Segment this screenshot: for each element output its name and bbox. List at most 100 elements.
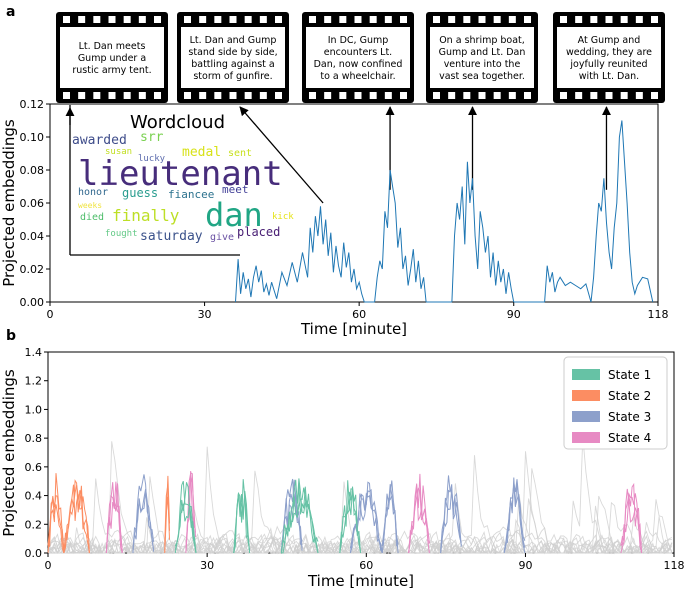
sprocket-hole bbox=[309, 16, 316, 23]
sprocket-hole bbox=[478, 92, 486, 99]
panel-b-y-axis-label: Projected embeddings bbox=[0, 369, 18, 537]
filmstrip-caption-line: storm of gunfire. bbox=[193, 71, 272, 82]
state-2-trace bbox=[164, 484, 170, 546]
sprocket-hole bbox=[560, 16, 567, 23]
legend-label: State 2 bbox=[608, 389, 651, 403]
sprocket-hole bbox=[620, 92, 628, 99]
sprocket-hole bbox=[199, 92, 207, 99]
state-1-trace bbox=[281, 487, 319, 554]
wordcloud-word: guess bbox=[122, 186, 158, 200]
filmstrip-caption-line: At Gump and bbox=[578, 35, 641, 46]
sprocket-hole bbox=[123, 16, 131, 23]
sprocket-hole bbox=[138, 16, 146, 23]
state-3-trace bbox=[503, 482, 526, 553]
panel-b-state-traces bbox=[47, 470, 643, 554]
filmstrip-caption-line: vast sea together. bbox=[439, 71, 525, 82]
filmstrip-caption-line: joyfully reunited bbox=[569, 59, 647, 70]
legend-swatch bbox=[572, 432, 600, 443]
sprocket-hole bbox=[275, 16, 282, 23]
sprocket-hole bbox=[275, 92, 282, 99]
sprocket-hole bbox=[138, 92, 146, 99]
sprocket-hole bbox=[433, 16, 440, 23]
sprocket-hole bbox=[448, 92, 456, 99]
filmstrip-caption-line: to a wheelchair. bbox=[320, 71, 395, 82]
state-3-trace bbox=[132, 492, 155, 554]
filmstrip-panel bbox=[557, 27, 661, 88]
wordcloud-word: dan bbox=[205, 196, 263, 234]
sprocket-hole bbox=[400, 16, 407, 23]
x-tick-label: 90 bbox=[507, 308, 521, 321]
series-segment bbox=[544, 265, 592, 303]
state-4-trace bbox=[408, 483, 430, 554]
sprocket-hole bbox=[214, 92, 222, 99]
panel-b-gray-traces bbox=[47, 436, 673, 555]
sprocket-hole bbox=[339, 16, 347, 23]
filmstrip-caption-line: Dan, now confined bbox=[314, 59, 403, 70]
x-tick-label: 118 bbox=[648, 308, 669, 321]
wordcloud-title: Wordcloud bbox=[130, 112, 225, 133]
state-3-trace bbox=[349, 488, 383, 553]
state-4-trace bbox=[620, 482, 642, 546]
panel-label-a: a bbox=[6, 4, 15, 20]
sprocket-hole bbox=[463, 92, 471, 99]
panel-label-b: b bbox=[6, 328, 16, 344]
sprocket-hole bbox=[339, 92, 347, 99]
legend-swatch bbox=[572, 411, 600, 422]
state-3-trace bbox=[280, 478, 303, 551]
sprocket-hole bbox=[560, 92, 567, 99]
sprocket-hole bbox=[651, 92, 658, 99]
wordcloud-word: died bbox=[80, 212, 104, 223]
sprocket-hole bbox=[635, 16, 643, 23]
filmstrip-caption-line: Gump under a bbox=[78, 53, 146, 64]
sprocket-hole bbox=[78, 16, 86, 23]
sprocket-hole bbox=[78, 92, 86, 99]
legend-label: State 1 bbox=[608, 368, 651, 382]
series-segment bbox=[307, 206, 365, 303]
state-4-trace bbox=[185, 472, 196, 554]
sprocket-hole bbox=[400, 92, 407, 99]
wordcloud-word: meet bbox=[222, 183, 249, 196]
state-3-trace bbox=[381, 484, 399, 554]
gray-trace bbox=[47, 436, 672, 555]
sprocket-hole bbox=[244, 92, 252, 99]
y-tick-label: 0.0 bbox=[25, 547, 43, 560]
sprocket-hole bbox=[575, 16, 583, 23]
filmstrip-caption-line: stand side by side, bbox=[188, 47, 277, 58]
sprocket-hole bbox=[184, 16, 191, 23]
state-2-trace bbox=[47, 473, 65, 554]
sprocket-hole bbox=[448, 16, 456, 23]
state-3-trace bbox=[132, 474, 155, 552]
legend: State 1 State 2 State 3 State 4 bbox=[563, 356, 668, 450]
state-4-trace bbox=[408, 473, 430, 554]
sprocket-hole bbox=[108, 16, 116, 23]
series-segment bbox=[374, 169, 427, 303]
sprocket-hole bbox=[354, 92, 362, 99]
sprocket-hole bbox=[605, 16, 613, 23]
wordcloud-word: placed bbox=[237, 225, 280, 239]
state-4-trace bbox=[620, 488, 643, 554]
sprocket-hole bbox=[575, 92, 583, 99]
y-tick-label: 0.4 bbox=[25, 490, 43, 503]
filmstrip-caption-line: Lt. Dan and Gump bbox=[190, 35, 277, 46]
sprocket-hole bbox=[199, 16, 207, 23]
sprocket-hole bbox=[229, 16, 237, 23]
state-1-trace bbox=[339, 488, 361, 552]
filmstrip-caption-line: In DC, Gump bbox=[328, 35, 389, 46]
series-segment bbox=[276, 252, 309, 299]
sprocket-hole bbox=[651, 16, 658, 23]
panel-b-x-axis-label: Time [minute] bbox=[307, 572, 414, 590]
sprocket-hole bbox=[324, 16, 332, 23]
filmstrip-caption-line: venture into the bbox=[444, 59, 521, 70]
sprocket-hole bbox=[384, 16, 392, 23]
sprocket-hole bbox=[63, 92, 70, 99]
wordcloud-word: fought bbox=[105, 229, 138, 239]
y-tick-label: 0.6 bbox=[25, 461, 43, 474]
legend-swatch bbox=[572, 390, 600, 401]
legend-swatch bbox=[572, 369, 600, 380]
sprocket-hole bbox=[259, 92, 267, 99]
state-1-trace bbox=[233, 479, 251, 554]
y-tick-label: 0.12 bbox=[20, 98, 45, 111]
